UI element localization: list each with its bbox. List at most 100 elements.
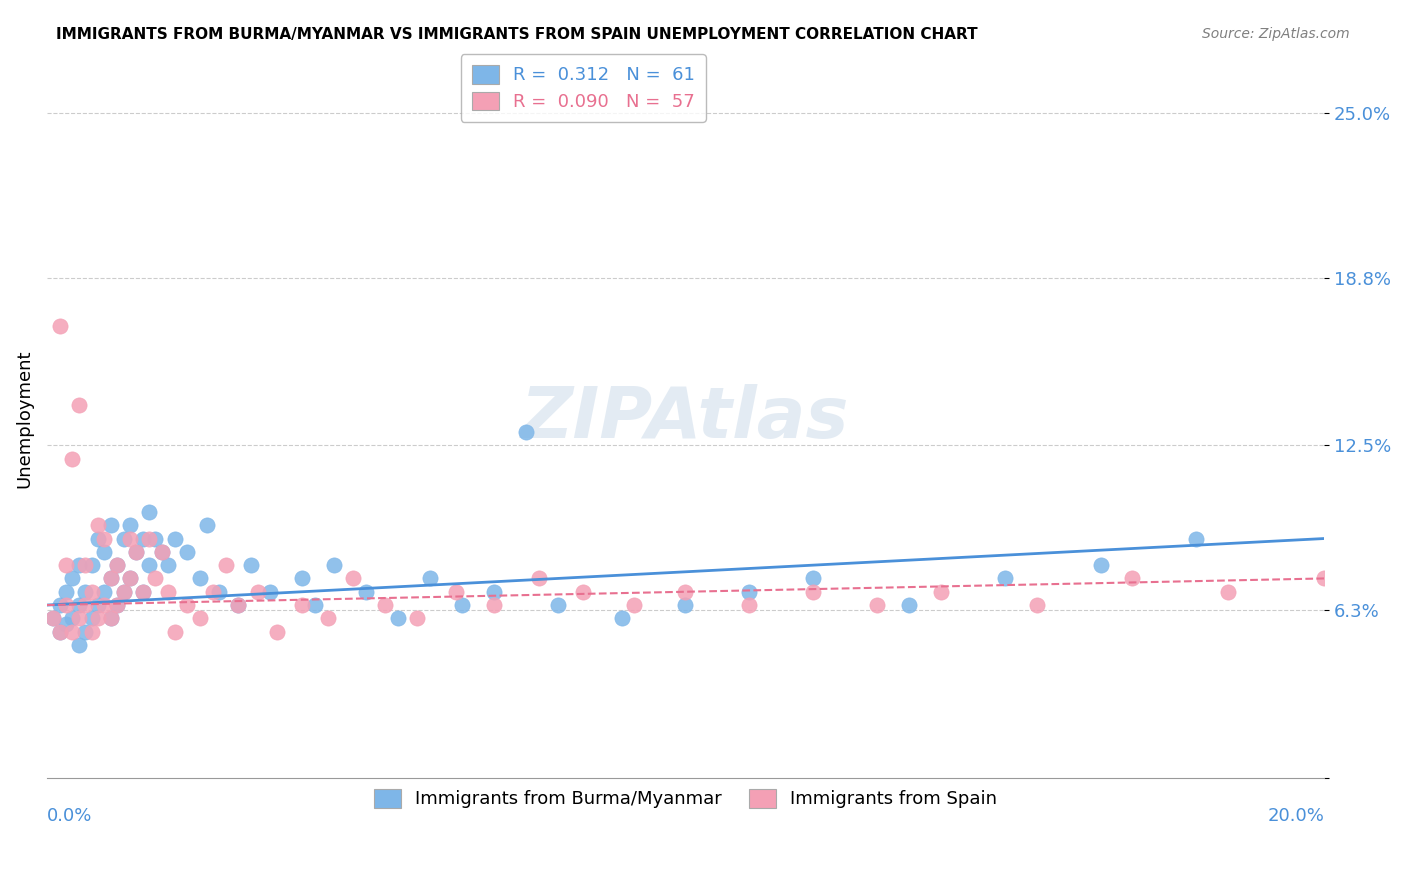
- Text: ZIPAtlas: ZIPAtlas: [522, 384, 849, 453]
- Point: [125, 545, 148, 559]
- Point: [75, 558, 97, 573]
- Point: [176, 598, 198, 612]
- Point: [374, 598, 396, 612]
- Point: [87, 598, 110, 612]
- Point: [112, 532, 135, 546]
- Point: [87, 532, 110, 546]
- Point: [163, 624, 186, 639]
- Point: [1313, 571, 1336, 585]
- Point: [105, 558, 128, 573]
- Point: [482, 584, 505, 599]
- Point: [93, 598, 115, 612]
- Text: Source: ZipAtlas.com: Source: ZipAtlas.com: [1202, 27, 1350, 41]
- Point: [451, 598, 474, 612]
- Point: [1025, 598, 1047, 612]
- Point: [929, 584, 952, 599]
- Point: [572, 584, 595, 599]
- Point: [87, 611, 110, 625]
- Point: [738, 598, 761, 612]
- Point: [354, 584, 377, 599]
- Point: [259, 584, 281, 599]
- Point: [62, 624, 84, 639]
- Point: [866, 598, 889, 612]
- Point: [1121, 571, 1143, 585]
- Point: [444, 584, 467, 599]
- Point: [515, 425, 537, 439]
- Point: [801, 584, 824, 599]
- Point: [623, 598, 645, 612]
- Point: [80, 624, 103, 639]
- Point: [42, 611, 65, 625]
- Point: [316, 611, 339, 625]
- Point: [125, 545, 148, 559]
- Point: [118, 571, 141, 585]
- Point: [163, 532, 186, 546]
- Point: [75, 598, 97, 612]
- Point: [406, 611, 429, 625]
- Point: [228, 598, 250, 612]
- Point: [93, 584, 115, 599]
- Point: [201, 584, 224, 599]
- Point: [157, 584, 180, 599]
- Point: [1218, 584, 1240, 599]
- Point: [145, 532, 167, 546]
- Point: [80, 558, 103, 573]
- Point: [246, 584, 269, 599]
- Point: [994, 571, 1017, 585]
- Legend: Immigrants from Burma/Myanmar, Immigrants from Spain: Immigrants from Burma/Myanmar, Immigrant…: [363, 778, 1008, 819]
- Point: [80, 584, 103, 599]
- Point: [527, 571, 550, 585]
- Point: [48, 598, 70, 612]
- Point: [150, 545, 173, 559]
- Point: [145, 571, 167, 585]
- Point: [1090, 558, 1112, 573]
- Point: [100, 611, 122, 625]
- Point: [67, 399, 90, 413]
- Point: [208, 584, 231, 599]
- Point: [240, 558, 263, 573]
- Y-axis label: Unemployment: Unemployment: [15, 350, 32, 488]
- Point: [897, 598, 920, 612]
- Point: [62, 611, 84, 625]
- Point: [188, 571, 211, 585]
- Point: [131, 532, 153, 546]
- Point: [105, 558, 128, 573]
- Point: [419, 571, 441, 585]
- Point: [482, 598, 505, 612]
- Point: [323, 558, 346, 573]
- Point: [547, 598, 569, 612]
- Point: [291, 598, 314, 612]
- Point: [100, 611, 122, 625]
- Point: [105, 598, 128, 612]
- Point: [801, 571, 824, 585]
- Point: [100, 571, 122, 585]
- Point: [738, 584, 761, 599]
- Point: [48, 624, 70, 639]
- Point: [291, 571, 314, 585]
- Point: [157, 558, 180, 573]
- Point: [228, 598, 250, 612]
- Point: [266, 624, 288, 639]
- Point: [675, 598, 697, 612]
- Point: [188, 611, 211, 625]
- Point: [67, 598, 90, 612]
- Point: [55, 584, 77, 599]
- Point: [387, 611, 409, 625]
- Point: [67, 558, 90, 573]
- Point: [93, 545, 115, 559]
- Point: [100, 518, 122, 533]
- Text: 20.0%: 20.0%: [1267, 806, 1324, 825]
- Point: [80, 611, 103, 625]
- Point: [62, 451, 84, 466]
- Point: [342, 571, 364, 585]
- Point: [67, 611, 90, 625]
- Text: IMMIGRANTS FROM BURMA/MYANMAR VS IMMIGRANTS FROM SPAIN UNEMPLOYMENT CORRELATION : IMMIGRANTS FROM BURMA/MYANMAR VS IMMIGRA…: [56, 27, 977, 42]
- Point: [1185, 532, 1208, 546]
- Point: [48, 318, 70, 333]
- Point: [100, 571, 122, 585]
- Point: [93, 532, 115, 546]
- Point: [138, 532, 160, 546]
- Point: [195, 518, 218, 533]
- Point: [610, 611, 633, 625]
- Point: [105, 598, 128, 612]
